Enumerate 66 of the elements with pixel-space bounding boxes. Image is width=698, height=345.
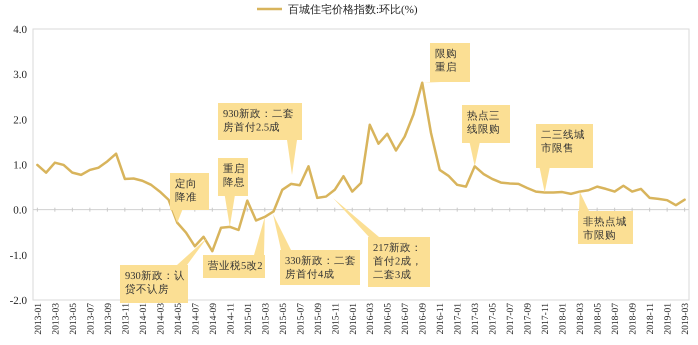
x-tick-label: 2017-03	[471, 302, 482, 335]
annotation: 330新政：二套房首付4成	[285, 254, 356, 280]
x-tick-label: 2015-01	[244, 302, 254, 335]
x-tick-label: 2016-03	[366, 302, 376, 335]
annotation: 重启降息	[218, 158, 248, 227]
x-tick-label: 2018-01	[558, 302, 569, 335]
annotation: 非热点城市限购	[583, 215, 627, 242]
x-tick-label: 2017-11	[541, 302, 552, 334]
y-tick-label: 2.0	[13, 114, 28, 126]
x-tick-label: 2017-09	[524, 302, 534, 335]
x-tick-label: 2017-07	[506, 302, 516, 335]
x-tick-label: 2014-09	[208, 302, 219, 335]
x-tick-label: 2015-09	[314, 302, 324, 335]
x-tick-label: 2017-05	[488, 302, 499, 335]
x-tick-label: 2016-07	[401, 302, 412, 335]
annotation: 930新政：二套房首付2.5成	[223, 107, 294, 134]
x-tick-label: 2016-01	[348, 302, 359, 335]
x-tick-label: 2018-11	[646, 302, 656, 334]
annotation: 定向降准	[175, 177, 197, 204]
annotation: 非热点城市限购	[578, 192, 633, 244]
x-tick-label: 2014-01	[138, 302, 149, 335]
x-tick-label: 2018-03	[576, 302, 586, 335]
x-tick-label: 2015-05	[278, 302, 289, 335]
x-tick-label: 2014-03	[156, 302, 166, 335]
x-tick-label: 2015-11	[331, 302, 342, 334]
y-tick-label: 3.0	[13, 69, 28, 82]
x-tick-label: 2013-09	[104, 302, 114, 335]
line-series	[36, 82, 686, 252]
x-tick-label: 2016-09	[418, 302, 429, 335]
x-tick-label: 2013-11	[121, 302, 132, 334]
x-tick-label: 2018-07	[611, 302, 622, 335]
x-tick-label: 2015-07	[296, 302, 306, 335]
y-tick-label: 0.0	[13, 204, 28, 217]
x-tick-label: 2018-05	[594, 302, 604, 335]
x-tick-label: 2019-03	[681, 302, 692, 335]
annotation: 930新政：认贷不认房	[120, 238, 207, 303]
x-tick-label: 2013-07	[86, 302, 96, 335]
annotation: 热点三线限购	[462, 105, 510, 166]
x-tick-label: 2013-03	[51, 302, 62, 335]
y-tick-label: 4.0	[13, 24, 28, 36]
annotation: 330新政：二套房首付4成	[273, 214, 360, 285]
x-tick-label: 2014-05	[174, 302, 184, 335]
y-tick-label: -1.0	[10, 250, 28, 262]
y-tick-label: 1.0	[13, 160, 28, 172]
annotation: 重启降息	[223, 162, 245, 188]
annotation: 二三线城市限售	[541, 128, 585, 154]
y-tick-label: -2.0	[10, 295, 28, 307]
x-tick-label: 2018-09	[628, 302, 639, 335]
annotation: 930新政：认贷不认房	[125, 269, 185, 296]
x-tick-label: 2013-01	[34, 302, 44, 335]
annotation: 二三线城市限售	[536, 124, 593, 192]
annotation: 定向降准	[170, 173, 209, 223]
x-tick-label: 2016-05	[384, 302, 394, 335]
legend-label: 百城住宅价格指数:环比(%)	[288, 3, 418, 16]
x-tick-label: 2019-01	[664, 302, 674, 335]
annotation: 营业税5改2	[208, 259, 262, 272]
x-tick-label: 2017-01	[454, 302, 464, 335]
annotation: 营业税5改2	[203, 216, 265, 278]
x-tick-label: 2015-03	[261, 302, 272, 335]
x-tick-label: 2014-07	[191, 302, 202, 335]
x-tick-label: 2016-11	[436, 302, 446, 334]
annotation: 217新政：首付2成，二套3成	[373, 241, 422, 281]
annotation: 热点三线限购	[467, 109, 500, 136]
x-tick-label: 2013-05	[68, 302, 79, 335]
annotation: 限购重启	[435, 48, 457, 74]
x-tick-label: 2014-11	[226, 302, 236, 334]
